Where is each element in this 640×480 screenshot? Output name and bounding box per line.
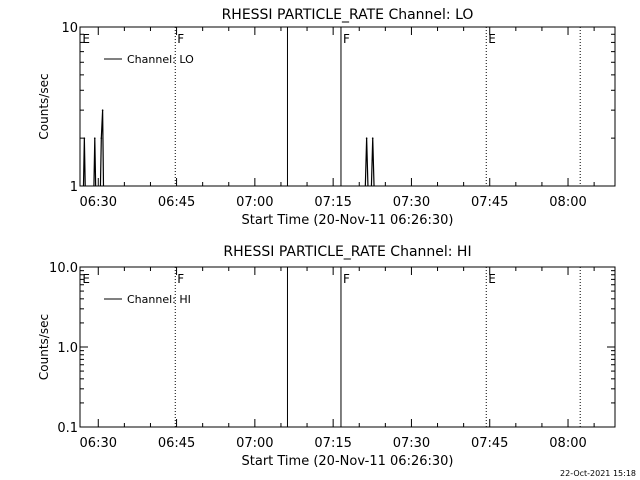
y-tick-label: 0.1 xyxy=(57,421,78,436)
x-tick-label: 07:30 xyxy=(393,436,430,451)
x-tick-label: 07:45 xyxy=(471,436,508,451)
footer-timestamp: 22-Oct-2021 15:18 xyxy=(560,469,636,478)
plot-frame xyxy=(79,26,616,187)
event-marker-label: E xyxy=(82,32,90,46)
data-point xyxy=(83,137,86,139)
event-marker-label: F xyxy=(177,32,184,46)
x-tick-label: 07:30 xyxy=(393,195,430,210)
chart-panel-0: RHESSI PARTICLE_RATE Channel: LO Counts/s… xyxy=(37,7,616,228)
chart-title: RHESSI PARTICLE_RATE Channel: LO xyxy=(222,7,474,23)
event-marker-label: F xyxy=(177,272,184,286)
data-point xyxy=(371,137,374,139)
data-point xyxy=(93,137,96,139)
y-tick-label: 10.0 xyxy=(49,261,78,276)
data-point xyxy=(100,137,103,139)
event-marker-label: F xyxy=(343,32,350,46)
legend-entry: Channel: HI xyxy=(127,293,191,306)
data-point xyxy=(365,137,368,139)
x-tick-label: 07:45 xyxy=(471,195,508,210)
x-tick-label: 06:30 xyxy=(80,436,117,451)
x-tick-label: 07:15 xyxy=(314,195,351,210)
x-tick-label: 06:45 xyxy=(158,436,195,451)
x-tick-label: 08:00 xyxy=(549,195,586,210)
x-axis-label: Start Time (20-Nov-11 06:26:30) xyxy=(242,213,454,228)
x-tick-label: 07:00 xyxy=(236,436,273,451)
x-tick-label: 06:30 xyxy=(80,195,117,210)
event-marker-label: E xyxy=(488,272,496,286)
chart-panel-1: RHESSI PARTICLE_RATE Channel: HI Counts/s… xyxy=(37,244,616,469)
y-tick-label: 1.0 xyxy=(57,341,78,356)
legend-entry: Channel: LO xyxy=(127,53,194,66)
x-axis-label: Start Time (20-Nov-11 06:26:30) xyxy=(242,454,454,469)
x-tick-label: 06:45 xyxy=(158,195,195,210)
chart-panels: RHESSI PARTICLE_RATE Channel: LO Counts/s… xyxy=(37,7,616,469)
event-marker-label: E xyxy=(488,32,496,46)
chart-title: RHESSI PARTICLE_RATE Channel: HI xyxy=(223,244,471,260)
event-marker-label: F xyxy=(343,272,350,286)
data-point xyxy=(101,109,104,111)
x-tick-label: 07:15 xyxy=(314,436,351,451)
y-axis-label: Counts/sec xyxy=(37,73,51,139)
event-marker-label: E xyxy=(82,272,90,286)
x-tick-label: 07:00 xyxy=(236,195,273,210)
y-tick-label: 1 xyxy=(70,180,78,195)
y-axis-label: Counts/sec xyxy=(37,314,51,380)
y-tick-label: 10 xyxy=(61,21,78,36)
x-tick-label: 08:00 xyxy=(549,436,586,451)
